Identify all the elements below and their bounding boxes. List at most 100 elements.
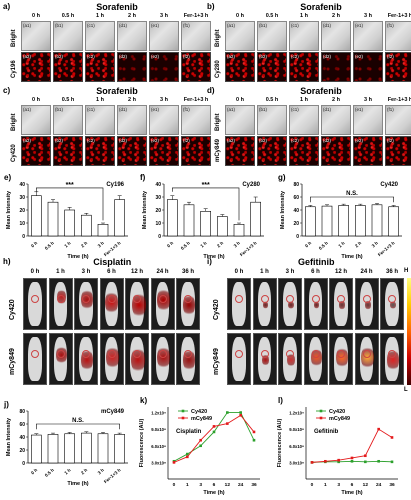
data-point [390, 436, 394, 439]
subpanel-label: (a1) [23, 107, 32, 112]
subpanel-label: (c2) [87, 54, 95, 59]
time-label: Fer-1+3 h [183, 97, 209, 103]
bright-field-image: (c1) [85, 105, 115, 135]
mouse-image [125, 278, 149, 330]
x-tick-label: 0.5 h [180, 240, 191, 251]
data-point [364, 460, 367, 464]
data-point [310, 461, 314, 464]
bar [183, 204, 195, 237]
x-tick-label: 2 h [354, 240, 362, 248]
panel-letter: j) [3, 400, 9, 409]
fluorescence-image: (c2) [85, 136, 115, 166]
fluorescence-image: (b2) [53, 136, 83, 166]
x-tick-label: 0 h [30, 467, 38, 475]
bar [250, 201, 261, 237]
fluorescence-image: (f2) [181, 52, 211, 82]
x-tick-label: Fer-1+3 h [103, 240, 122, 257]
x-tick-label: 1 [186, 482, 189, 488]
y-tick-label: 6.0x10⁸ [151, 444, 166, 449]
subpanel-label: (c2) [291, 138, 299, 143]
subpanel-label: (a1) [227, 23, 236, 28]
y-tick-label: 80 [19, 409, 25, 415]
x-tick-label: 6 [351, 482, 354, 488]
panel-title-c: Sorafenib [96, 86, 138, 96]
x-axis-label: Time (h) [341, 254, 362, 260]
subpanel-label: (e1) [355, 107, 364, 112]
mouse-image [252, 278, 277, 330]
y-tick-label: 0 [296, 234, 299, 240]
time-label: 0 h [30, 269, 40, 275]
panel-letter-c: c) [3, 86, 11, 95]
tumor-marker [133, 294, 142, 303]
x-tick-label: 3 h [371, 240, 379, 248]
mouse-image [380, 333, 404, 385]
subpanel-label: (e1) [151, 23, 160, 28]
y-tick-label: 9.0x10⁸ [289, 427, 304, 432]
row-label-bright: Bright [215, 113, 221, 131]
mouse-image [150, 333, 175, 385]
time-label: 0.5 h [61, 13, 75, 19]
mouse-image [48, 278, 73, 330]
subpanel-label: (b2) [259, 54, 268, 59]
tumor-marker [158, 349, 167, 358]
time-label: 36 h [181, 269, 194, 275]
y-axis-label: Mean Intensity [280, 190, 286, 229]
time-label: 12 h [334, 269, 347, 275]
time-label: 36 h [385, 269, 398, 275]
x-tick-label: 12 [225, 482, 231, 488]
row-label-bright: Bright [11, 29, 17, 47]
fluorescence-image: (c2) [289, 136, 319, 166]
fluorescence-image: (e2) [149, 136, 179, 166]
x-tick-label: 2 h [80, 240, 88, 248]
x-tick-label: 3 [199, 482, 202, 488]
significance-label: *** [202, 182, 210, 189]
bar [388, 206, 399, 237]
x-axis-label: Time (h) [341, 490, 362, 496]
bright-field-image: (b1) [257, 21, 287, 51]
data-point [172, 461, 176, 464]
x-tick-label: 24 [238, 482, 244, 488]
tumor-marker [388, 294, 397, 303]
mouse-image [150, 278, 175, 330]
data-point [364, 454, 367, 458]
subpanel-label: (d1) [323, 23, 332, 28]
tumor-marker [56, 294, 65, 303]
subpanel-label: (e2) [151, 138, 160, 143]
subpanel-label: (d2) [323, 54, 332, 59]
row-label-probe: mCy849 [215, 138, 221, 162]
tumor-marker [388, 349, 397, 358]
mouse-body [232, 282, 246, 326]
bar [31, 434, 42, 464]
x-tick-label: 2 h [216, 240, 224, 248]
data-point [350, 459, 354, 463]
x-tick-label: 6 [213, 482, 216, 488]
y-axis-label: Mean Intensity [142, 190, 148, 229]
time-label: 2 h [332, 13, 340, 19]
y-axis-label: Mean Intensity [6, 417, 12, 456]
panel-title-b: Sorafenib [300, 2, 342, 12]
mouse-image [303, 278, 328, 330]
y-tick-label: 40 [19, 435, 25, 441]
subpanel-label: (f2) [183, 138, 190, 143]
row-label-bright: Bright [11, 113, 17, 131]
mouse-image [278, 333, 302, 385]
x-tick-label: 3 [337, 482, 340, 488]
subpanel-label: (f1) [387, 107, 394, 112]
tumor-marker [107, 294, 116, 303]
x-tick-label: 1 h [199, 240, 207, 248]
y-tick-label: 30 [19, 195, 25, 201]
x-tick-label: 0 [173, 482, 176, 488]
subpanel-label: (f2) [387, 138, 394, 143]
time-label: 24 h [360, 269, 373, 275]
bar [47, 201, 59, 237]
series-label: mCy849 [101, 409, 125, 415]
subpanel-label: (f2) [387, 54, 394, 59]
subpanel-label: (d2) [119, 138, 128, 143]
data-point [226, 422, 229, 425]
colorbar-low-label: L [404, 387, 408, 393]
time-label: 0.5 h [265, 13, 279, 19]
time-label: 0.5 h [265, 97, 279, 103]
bar [97, 223, 109, 237]
time-label: 0 h [236, 13, 244, 19]
fluorescence-signal [81, 349, 93, 371]
